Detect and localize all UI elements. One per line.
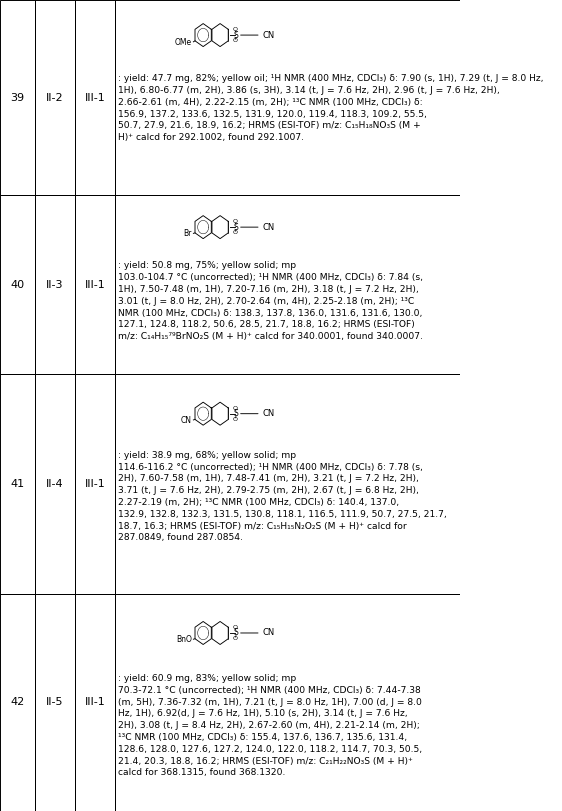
Bar	[34, 374, 75, 594]
Bar	[115, 374, 460, 594]
Text: : yield: 38.9 mg, 68%; yellow solid; mp
114.6-116.2 °C (uncorrected); ¹H NMR (40: : yield: 38.9 mg, 68%; yellow solid; mp …	[118, 451, 447, 543]
Text: O: O	[233, 625, 238, 630]
Text: III-1: III-1	[84, 478, 105, 489]
Text: III-1: III-1	[84, 697, 105, 707]
Text: : yield: 47.7 mg, 82%; yellow oil; ¹H NMR (400 MHz, CDCl₃) δ: 7.90 (s, 1H), 7.29: : yield: 47.7 mg, 82%; yellow oil; ¹H NM…	[118, 74, 544, 142]
Text: CN: CN	[263, 31, 275, 40]
Text: II-3: II-3	[46, 280, 64, 290]
Bar	[75, 195, 115, 374]
Text: II-2: II-2	[46, 92, 64, 102]
Text: III-1: III-1	[84, 92, 105, 102]
Text: : yield: 50.8 mg, 75%; yellow solid; mp
103.0-104.7 °C (uncorrected); ¹H NMR (40: : yield: 50.8 mg, 75%; yellow solid; mp …	[118, 261, 423, 341]
Text: S: S	[234, 410, 238, 418]
Text: S: S	[234, 31, 238, 40]
Text: : yield: 60.9 mg, 83%; yellow solid; mp
70.3-72.1 °C (uncorrected); ¹H NMR (400 : : yield: 60.9 mg, 83%; yellow solid; mp …	[118, 674, 423, 778]
Bar	[0, 195, 34, 374]
Text: OMe: OMe	[174, 38, 191, 47]
Text: CN: CN	[181, 416, 192, 425]
Text: Br: Br	[183, 230, 192, 238]
Bar	[0, 0, 34, 195]
Text: BnO: BnO	[176, 635, 192, 644]
Bar	[0, 594, 34, 811]
Text: S: S	[234, 629, 238, 637]
Text: II-5: II-5	[46, 697, 64, 707]
Bar	[115, 195, 460, 374]
Bar	[34, 195, 75, 374]
Bar	[75, 0, 115, 195]
Bar	[75, 374, 115, 594]
Text: O: O	[233, 417, 238, 422]
Text: 41: 41	[10, 478, 24, 489]
Bar	[75, 594, 115, 811]
Text: II-4: II-4	[46, 478, 64, 489]
Text: O: O	[233, 636, 238, 641]
Bar	[115, 594, 460, 811]
Text: 40: 40	[10, 280, 24, 290]
Text: S: S	[234, 223, 238, 232]
Text: O: O	[233, 27, 238, 32]
Text: CN: CN	[263, 629, 275, 637]
Bar	[115, 0, 460, 195]
Text: O: O	[233, 406, 238, 410]
Bar	[0, 374, 34, 594]
Text: O: O	[233, 219, 238, 224]
Bar	[34, 0, 75, 195]
Text: CN: CN	[263, 223, 275, 232]
Text: 39: 39	[10, 92, 24, 102]
Text: O: O	[233, 38, 238, 43]
Text: O: O	[233, 230, 238, 235]
Text: CN: CN	[263, 410, 275, 418]
Text: 42: 42	[10, 697, 24, 707]
Text: III-1: III-1	[84, 280, 105, 290]
Bar	[34, 594, 75, 811]
